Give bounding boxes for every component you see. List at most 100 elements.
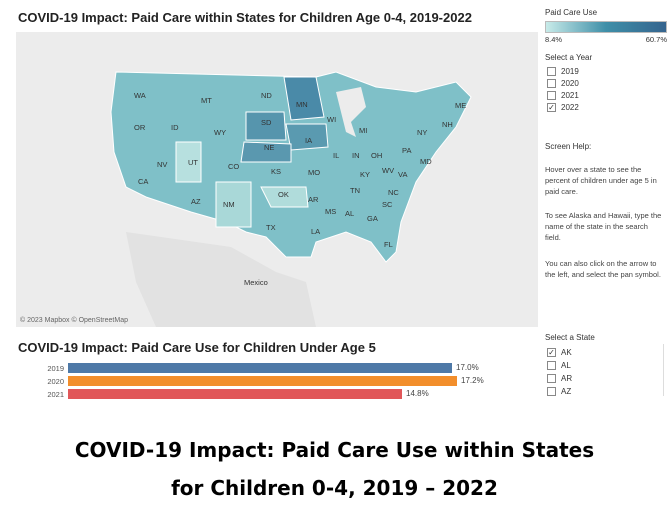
state-ne[interactable] [240, 141, 292, 163]
label-il: IL [333, 151, 339, 160]
state-option-label: AR [561, 373, 573, 383]
map-credit: © 2023 Mapbox © OpenStreetMap [20, 317, 128, 324]
state-filter-title: Select a State [545, 333, 595, 342]
label-fl: FL [384, 240, 393, 249]
year-option-2022[interactable]: ✓ 2022 [547, 101, 579, 113]
state-nm[interactable] [215, 181, 252, 228]
label-or: OR [134, 123, 146, 132]
label-la: LA [311, 227, 320, 236]
us-map[interactable]: Mexico WA OR CA NV ID MT WY UT AZ CO NM [16, 32, 538, 327]
bar-value-label: 14.8% [406, 389, 429, 398]
label-ny: NY [417, 128, 427, 137]
caption-line-1: COVID-19 Impact: Paid Care Use within St… [74, 438, 595, 462]
legend-title: Paid Care Use [545, 8, 598, 17]
label-ca: CA [138, 177, 148, 186]
state-checkbox[interactable] [547, 373, 556, 383]
label-az: AZ [191, 197, 201, 206]
bar-value-label: 17.2% [461, 376, 484, 385]
label-tx: TX [266, 223, 276, 232]
label-ar: AR [308, 195, 319, 204]
bar-year-label: 2019 [47, 364, 64, 373]
label-sc: SC [382, 200, 393, 209]
label-me: ME [455, 101, 466, 110]
year-option-label: 2020 [561, 78, 579, 88]
label-wa: WA [134, 91, 146, 100]
bar-2021[interactable] [68, 389, 402, 399]
mexico-land [126, 232, 316, 327]
state-checkbox[interactable] [547, 360, 556, 370]
bar-value-label: 17.0% [456, 363, 479, 372]
label-md: MD [420, 157, 432, 166]
label-ms: MS [325, 207, 336, 216]
label-nc: NC [388, 188, 399, 197]
label-oh: OH [371, 151, 382, 160]
year-option-2021[interactable]: 2021 [547, 89, 579, 101]
state-option-ar[interactable]: AR [547, 372, 572, 384]
state-option-label: AL [561, 360, 571, 370]
state-ok[interactable] [260, 186, 309, 208]
bar-2020[interactable] [68, 376, 457, 386]
label-wi: WI [327, 115, 336, 124]
state-ia[interactable] [285, 123, 329, 151]
state-mn[interactable] [283, 76, 325, 121]
map-svg[interactable]: Mexico WA OR CA NV ID MT WY UT AZ CO NM [16, 32, 538, 327]
color-legend-gradient [545, 21, 667, 33]
state-option-label: AK [561, 347, 572, 357]
state-option-az[interactable]: AZ [547, 385, 571, 396]
state-checkbox[interactable] [547, 386, 556, 396]
state-option-ak[interactable]: ✓ AK [547, 346, 572, 358]
year-checkbox[interactable] [547, 78, 556, 88]
help-hover-text: Hover over a state to see the percent of… [545, 165, 657, 196]
label-nm: NM [223, 200, 235, 209]
state-option-al[interactable]: AL [547, 359, 571, 371]
year-option-label: 2022 [561, 102, 579, 112]
year-option-2020[interactable]: 2020 [547, 77, 579, 89]
label-in: IN [352, 151, 360, 160]
year-filter-title: Select a Year [545, 53, 593, 62]
state-filter-list[interactable]: ✓ AK AL AR AZ [545, 344, 664, 396]
legend-min: 8.4% [545, 35, 563, 44]
help-title: Screen Help: [545, 142, 592, 151]
caption-line-2: for Children 0-4, 2019 – 2022 [171, 476, 498, 500]
mexico-label: Mexico [244, 278, 268, 287]
label-wv: WV [382, 166, 394, 175]
state-checkbox-checked[interactable]: ✓ [547, 347, 556, 357]
label-ok: OK [278, 190, 289, 199]
year-option-2019[interactable]: 2019 [547, 65, 579, 77]
help-alaska-text: To see Alaska and Hawaii, type the name … [545, 211, 662, 242]
label-tn: TN [350, 186, 360, 195]
help-pan-text: You can also click on the arrow to the l… [545, 259, 661, 279]
bar-chart-title: COVID-19 Impact: Paid Care Use for Child… [18, 340, 376, 355]
state-sd[interactable] [245, 111, 287, 141]
legend-max: 60.7% [645, 35, 667, 44]
us-outline[interactable] [110, 71, 472, 263]
label-va: VA [398, 170, 407, 179]
year-checkbox[interactable] [547, 90, 556, 100]
year-option-label: 2021 [561, 90, 579, 100]
label-nh: NH [442, 120, 453, 129]
label-ks: KS [271, 167, 281, 176]
label-mt: MT [201, 96, 212, 105]
label-ia: IA [305, 136, 312, 145]
year-checkbox-checked[interactable]: ✓ [547, 102, 556, 112]
label-ne: NE [264, 143, 274, 152]
label-id: ID [171, 123, 179, 132]
label-sd: SD [261, 118, 272, 127]
label-nd: ND [261, 91, 272, 100]
great-lakes [336, 87, 366, 137]
label-mo: MO [308, 168, 320, 177]
bar-2019[interactable] [68, 363, 452, 373]
label-al: AL [345, 209, 354, 218]
label-co: CO [228, 162, 239, 171]
dashboard: COVID-19 Impact: Paid Care within States… [16, 8, 667, 399]
bar-year-label: 2020 [47, 377, 64, 386]
state-ut[interactable] [175, 141, 202, 183]
year-checkbox[interactable] [547, 66, 556, 76]
label-pa: PA [402, 146, 411, 155]
label-wy: WY [214, 128, 226, 137]
bar-year-label: 2021 [47, 390, 64, 399]
label-ut: UT [188, 158, 198, 167]
map-title: COVID-19 Impact: Paid Care within States… [18, 10, 472, 25]
label-ga: GA [367, 214, 378, 223]
label-nv: NV [157, 160, 167, 169]
